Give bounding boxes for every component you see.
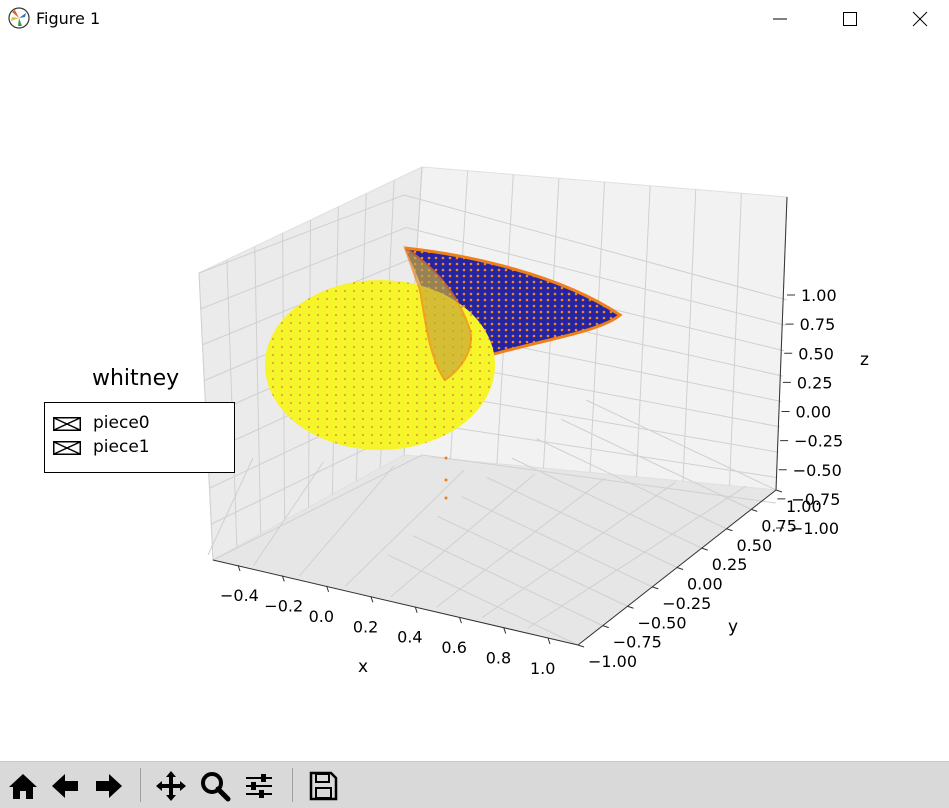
y-tick-label: 0.25 [712,555,748,574]
pan-button[interactable] [152,767,190,805]
surface-piece0-edge [404,246,623,360]
matplotlib-icon [8,7,30,29]
z-tick-label: 0.00 [796,403,832,422]
points-tail [444,456,448,500]
home-button[interactable] [4,767,42,805]
toolbar-separator [140,768,141,802]
minimize-button[interactable] [757,0,803,38]
z-tick-label: 0.50 [798,344,834,363]
y-axis-label: y [728,617,738,637]
maximize-button[interactable] [827,0,873,38]
x-axis: −0.4 −0.2 0.0 0.2 0.4 0.6 0.8 1.0 x [212,559,579,678]
surface-fold [403,245,472,382]
x-tick-label: −0.2 [264,596,303,615]
forward-icon [96,774,122,798]
z-axis-label: z [860,350,869,370]
z-tick-label: −0.25 [794,432,843,451]
zoom-icon [201,772,231,802]
y-tick-label: −1.00 [588,652,637,671]
z-tick-label: 0.75 [800,315,836,334]
legend-label: piece0 [93,413,150,433]
z-axis: −1.00 −0.75 −0.50 −0.25 0.00 0.25 0.50 0.75 1.00… [775,196,869,538]
x-tick-label: 0.0 [309,607,334,626]
y-axis: −1.00−0.75−0.50−0.250.000.250.500.751.00… [577,489,822,671]
legend-box: piece0 piece1 [44,402,235,473]
forward-button[interactable] [90,767,128,805]
configure-subplots-button[interactable] [240,767,278,805]
x-tick-label: 0.8 [486,649,511,668]
x-tick-label: 0.2 [353,617,378,636]
toolbar-separator [292,768,293,802]
x-axis-label: x [358,657,368,677]
x-tick-label: 0.4 [397,628,422,647]
close-button[interactable] [897,0,943,38]
back-icon [52,774,78,798]
3d-axes[interactable]: −0.4−0.20.00.20.40.60.81.0 x −1.00−0.75−… [0,40,949,760]
back-button[interactable] [46,767,84,805]
z-tick-label: 1.00 [801,286,837,305]
z-tick-label: 0.25 [797,373,833,392]
x-tick-label: 0.6 [441,638,466,657]
home-icon [9,774,37,799]
legend-title: whitney [92,366,180,391]
maximize-icon [843,12,857,26]
legend-cross-box-icon [53,417,81,431]
z-tick-label: −0.75 [791,490,840,509]
window-title: Figure 1 [36,9,101,28]
zoom-button[interactable] [196,767,234,805]
configure-subplots-icon [246,774,272,798]
legend-label: piece1 [93,437,150,457]
pan-icon [156,771,186,801]
y-tick-label: 0.50 [737,536,773,555]
y-tick-label: 0.75 [761,516,797,535]
minimize-icon [773,18,787,20]
legend-cross-box-icon [53,441,81,455]
x-tick-label: −0.4 [220,586,259,605]
save-button[interactable] [304,767,342,805]
y-tick-label: 1.00 [786,497,822,516]
figure-canvas[interactable]: −0.4 −0.2 0.0 0.2 0.4 0.6 0.8 1.0 x −1.00 −0.75−… [0,40,949,760]
y-tick-label: 0.00 [687,575,723,594]
close-icon [912,11,928,27]
y-tick-label: −0.75 [613,633,662,652]
y-tick-label: −0.50 [638,613,687,632]
z-tick-label: −0.50 [793,461,842,480]
save-icon [309,771,338,801]
x-tick-label: 1.0 [530,659,555,678]
window-titlebar: Figure 1 [0,0,949,40]
navigation-toolbar [0,761,949,808]
z-tick-label: −1.00 [790,519,839,538]
y-tick-label: −0.25 [662,594,711,613]
